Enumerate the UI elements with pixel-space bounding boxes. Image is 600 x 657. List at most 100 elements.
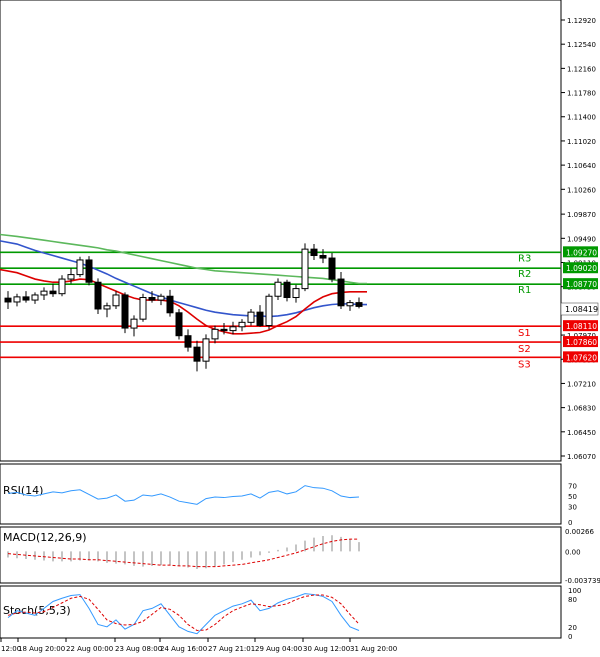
stochastic-lines (7, 593, 360, 635)
ma-line (0, 240, 367, 318)
level-price-box (563, 351, 598, 363)
stoch-tick-label: 0 (568, 633, 572, 641)
candle-body (166, 295, 174, 314)
candle-body (40, 290, 48, 296)
candle-body (247, 311, 255, 323)
level-price-box (563, 336, 598, 348)
price-tick-label: 1.06070 (567, 453, 596, 461)
candle-body (274, 281, 282, 297)
level-price-label: 1.07860 (566, 338, 597, 347)
candle-body (265, 295, 273, 327)
macd-panel: MACD(12,26,9) 0.00266 0.00 -0.003739 (0, 526, 600, 585)
price-tick-label: 1.09490 (567, 235, 596, 243)
stoch-label: Stoch(5,5,3) (3, 604, 71, 617)
candle-body (175, 312, 183, 337)
price-tick-label: 1.11400 (567, 114, 596, 122)
candle-body (184, 335, 192, 348)
time-tick-label: 31 Aug 20:00 (350, 645, 397, 653)
price-tick-label: 1.12920 (567, 17, 596, 25)
stoch-tick-label: 80 (568, 596, 577, 604)
candle-body (193, 346, 201, 362)
price-tick-label: 1.10640 (567, 162, 596, 170)
level-name-r2: R2 (518, 269, 531, 280)
candle-body (346, 302, 354, 307)
candle-body (328, 257, 336, 280)
candle-body (112, 294, 120, 307)
level-price-label: 1.08770 (566, 280, 597, 289)
level-name-s1: S1 (518, 328, 531, 339)
candle-body (67, 274, 75, 280)
level-price-tags: 1.09270 1.09020 1.08770 1.08110 1.07860 1.076… (563, 246, 598, 363)
macd-signal-polyline (7, 538, 359, 568)
price-tick-label: 1.11020 (567, 138, 596, 146)
macd-axis: 0.00266 0.00 -0.003739 (565, 528, 600, 585)
time-tick-label: 12:00 (1, 645, 21, 653)
candle-body (76, 259, 84, 276)
candlesticks (4, 243, 363, 372)
price-tick-label: 1.07210 (567, 380, 596, 388)
candle-body (220, 328, 228, 332)
rsi-panel: RSI(14) 70 50 30 0 (0, 463, 577, 527)
price-axis: 1.12920 1.12540 1.12160 1.11780 1.11400 1.110… (561, 17, 596, 461)
time-tick-label: 24 Aug 16:00 (160, 645, 207, 653)
macd-tick-label: -0.003739 (565, 577, 600, 585)
rsi-tick-label: 70 (568, 483, 577, 491)
candle-body (301, 248, 309, 290)
stoch-k-line (7, 593, 360, 635)
candle-body (283, 281, 291, 299)
price-tick-label: 1.10260 (567, 186, 596, 194)
candle-body (238, 321, 246, 328)
macd-label: MACD(12,26,9) (3, 531, 87, 544)
macd-tick-label: 0.00 (565, 548, 581, 556)
price-tick-label: 1.06450 (567, 429, 596, 437)
main-panel-frame (0, 0, 562, 462)
rsi-polyline (7, 485, 360, 505)
time-tick-label: 27 Aug 21:01 (208, 645, 255, 653)
candle-body (13, 296, 21, 303)
candle-body (58, 278, 66, 295)
price-tick-label: 1.12540 (567, 41, 596, 49)
candle-body (319, 255, 327, 259)
time-tick-label: 23 Aug 08:00 (115, 645, 162, 653)
time-tick-label: 30 Aug 12:00 (303, 645, 350, 653)
candle-body (256, 311, 264, 327)
stoch-tick-label: 100 (568, 587, 581, 595)
rsi-tick-label: 0 (568, 519, 572, 527)
level-price-box (563, 278, 598, 290)
candle-body (49, 290, 57, 295)
candle-body (310, 248, 318, 257)
price-tick-label: 1.12160 (567, 65, 596, 73)
time-tick-label: 22 Aug 00:00 (66, 645, 113, 653)
ma-line (0, 268, 367, 335)
macd-signal-line (7, 538, 359, 568)
candle-body (202, 338, 210, 362)
rsi-line (7, 485, 360, 505)
candle-body (139, 297, 147, 320)
stoch-d-line (7, 594, 360, 631)
current-price-box (560, 302, 599, 316)
stoch-tick-label: 20 (568, 624, 577, 632)
candle-body (22, 296, 30, 301)
candle-body (103, 305, 111, 310)
price-tick-label: 1.06830 (567, 405, 596, 413)
level-name-r1: R1 (518, 285, 531, 296)
level-name-s3: S3 (518, 359, 531, 370)
candle-body (130, 318, 138, 329)
price-tick-label: 1.09870 (567, 211, 596, 219)
candle-body (148, 297, 156, 301)
main-price-panel: R3 R2 R1 S1 S2 S3 1.12920 1.12540 1.12160 1.1178… (0, 0, 599, 462)
level-name-r3: R3 (518, 253, 531, 264)
macd-panel-frame (0, 526, 562, 584)
candle-body (94, 281, 102, 310)
candle-body (157, 295, 165, 301)
candle-body (85, 259, 93, 283)
time-tick-label: 29 Aug 04:00 (255, 645, 302, 653)
candle-body (4, 297, 12, 303)
candle-body (292, 288, 300, 299)
stoch-panel-frame (0, 585, 562, 639)
rsi-tick-label: 30 (568, 503, 577, 511)
rsi-panel-frame (0, 463, 562, 525)
candle-body (229, 326, 237, 332)
